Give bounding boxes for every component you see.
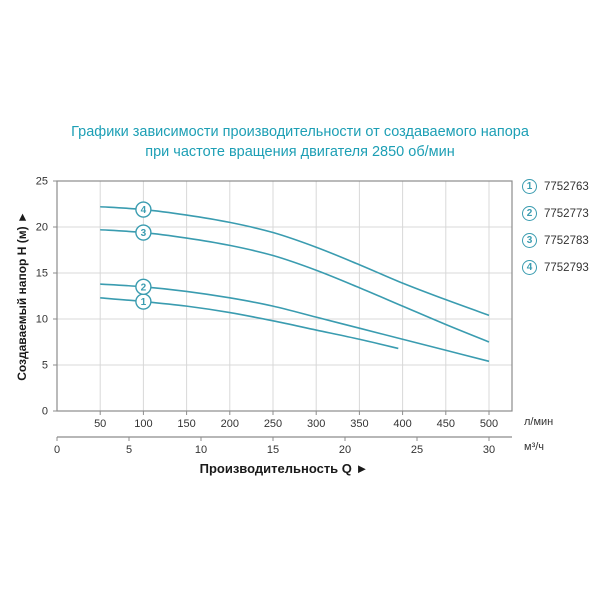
- curve-marker-label-1: 1: [141, 297, 147, 308]
- curve-2: [100, 283, 490, 363]
- x-tick-label-lmin: 50: [94, 418, 106, 430]
- curve-4: [100, 205, 490, 317]
- x-tick-label-m3h: 15: [267, 444, 279, 456]
- legend: 1 7752763 2 7752773 3 7752783 4 7752793: [522, 179, 589, 287]
- x-tick-label-m3h: 10: [195, 444, 207, 456]
- x-tick-label-lmin: 450: [437, 418, 455, 430]
- x-axis-unit-m3h: м³/ч: [524, 441, 545, 453]
- legend-item-2: 2 7752773: [522, 206, 589, 221]
- legend-marker-4: 4: [522, 260, 537, 275]
- x-tick-label-m3h: 30: [483, 444, 495, 456]
- x-tick-label-lmin: 350: [350, 418, 368, 430]
- x-tick-label-lmin: 100: [134, 418, 152, 430]
- legend-marker-3: 3: [522, 233, 537, 248]
- x-tick-label-m3h: 0: [54, 444, 60, 456]
- legend-marker-1: 1: [522, 179, 537, 194]
- curve-marker-label-2: 2: [141, 282, 147, 293]
- y-tick-label: 15: [36, 268, 48, 280]
- legend-item-4: 4 7752793: [522, 260, 589, 275]
- curve-marker-label-3: 3: [141, 228, 147, 239]
- x-tick-label-lmin: 400: [393, 418, 411, 430]
- legend-item-3: 3 7752783: [522, 233, 589, 248]
- curve-marker-label-4: 4: [141, 205, 147, 216]
- chart-title-line2: при частоте вращения двигателя 2850 об/м…: [145, 144, 455, 160]
- y-tick-label: 10: [36, 314, 48, 326]
- legend-item-1: 1 7752763: [522, 179, 589, 194]
- x-axis-unit-lmin: л/мин: [524, 416, 554, 428]
- legend-code-3: 7752783: [544, 234, 589, 247]
- y-tick-label: 0: [42, 406, 48, 418]
- plot-area-border: [56, 180, 513, 412]
- chart-title: Графики зависимости производительности о…: [0, 122, 600, 162]
- chart-title-line1: Графики зависимости производительности о…: [71, 124, 529, 140]
- x-tick-label-lmin: 300: [307, 418, 325, 430]
- y-tick-label: 25: [36, 176, 48, 188]
- x-axis-label: Производительность Q ►: [199, 461, 369, 476]
- legend-code-2: 7752773: [544, 207, 589, 220]
- curve-marker-3: [135, 224, 152, 241]
- legend-code-4: 7752793: [544, 261, 589, 274]
- x-tick-label-lmin: 150: [177, 418, 195, 430]
- y-tick-label: 20: [36, 222, 48, 234]
- legend-code-1: 7752763: [544, 180, 589, 193]
- x-tick-label-lmin: 200: [221, 418, 239, 430]
- x-tick-label-m3h: 20: [339, 444, 351, 456]
- curve-marker-4: [135, 201, 152, 218]
- curve-marker-2: [135, 278, 152, 296]
- x-tick-label-m3h: 5: [126, 444, 132, 456]
- y-tick-label: 5: [42, 360, 48, 372]
- legend-marker-2: 2: [522, 206, 537, 221]
- x-tick-label-lmin: 250: [264, 418, 282, 430]
- x-tick-label-m3h: 25: [411, 444, 423, 456]
- x-tick-label-lmin: 500: [480, 418, 498, 430]
- curve-3: [100, 228, 490, 343]
